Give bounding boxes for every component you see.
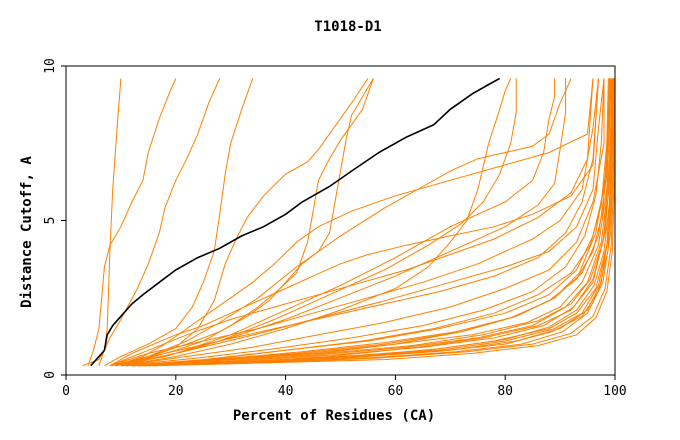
series-line-model-16 [109,78,599,367]
x-axis-label: Percent of Residues (CA) [233,408,435,424]
x-tick-label: 20 [168,384,184,399]
series-line-model-35 [126,78,610,367]
series-line-model-08 [120,78,512,367]
y-tick-label: 0 [43,371,58,379]
series-line-model-11 [120,78,556,367]
series-line-model-18 [115,78,605,367]
series-line-model-37 [148,78,616,367]
highlight-series-line [90,77,501,367]
series-line-model-29 [131,78,613,367]
series-line-model-28 [126,78,609,367]
series-line-model-10 [120,78,567,367]
chart-title: T1018-D1 [314,19,381,35]
series-line-model-14 [109,78,599,367]
series-line-model-12 [115,78,572,367]
series-line-model-38 [153,78,616,367]
series-line-model-36 [137,78,613,367]
series-line-model-04 [104,78,254,367]
series-line-model-23 [131,78,613,367]
series-line-model-17 [115,78,599,367]
x-tick-label: 80 [497,384,513,399]
x-tick-label: 0 [62,384,70,399]
series-line-model-34 [120,78,605,367]
y-tick-label: 5 [43,217,58,225]
series-line-model-22 [131,78,612,367]
series-line-model-06 [109,78,374,367]
series-line-model-05 [109,78,374,367]
x-tick-label: 40 [278,384,294,399]
series-line-model-15 [109,78,594,367]
y-tick-label: 10 [43,58,58,74]
x-tick-label: 60 [388,384,404,399]
y-axis-label: Distance Cutoff, A [19,156,35,308]
x-tick-label: 100 [603,384,626,399]
ticks-layer: 0 20 40 60 80 100 0 5 10 [43,58,627,399]
series-line-model-02 [87,78,177,366]
series-line-model-33 [142,78,614,367]
series-line-model-19 [120,78,605,367]
highlight-layer [90,77,501,367]
series-layer [82,78,616,367]
series-line-model-01 [82,78,122,367]
series-line-model-03 [98,78,221,366]
series-line-model-07 [109,78,369,367]
